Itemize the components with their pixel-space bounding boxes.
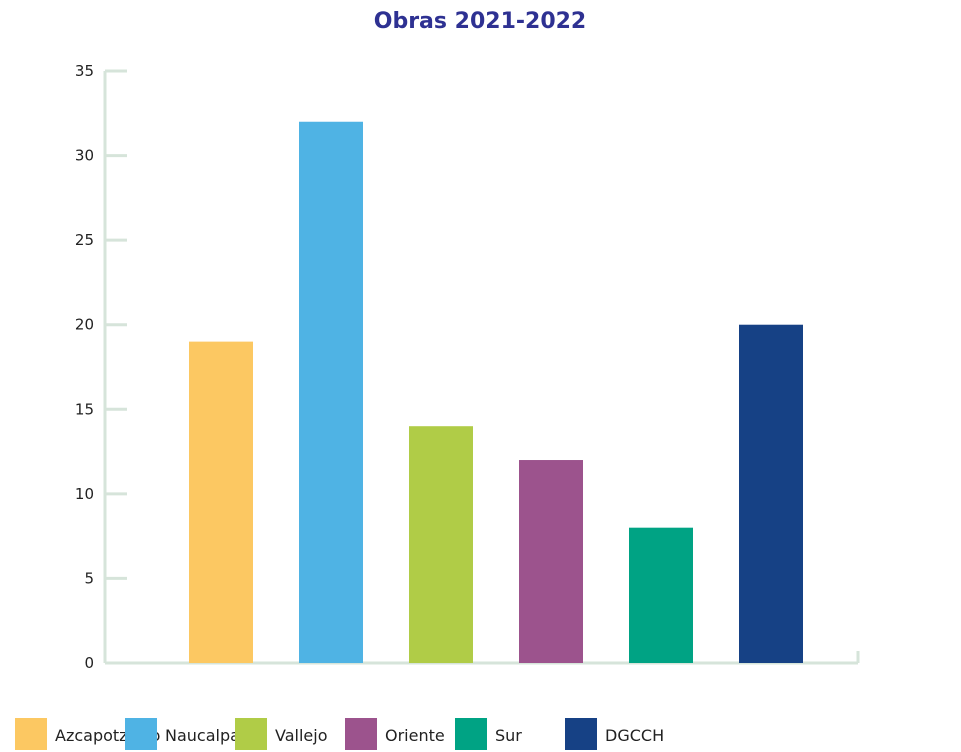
- legend-swatch-vallejo: [235, 718, 267, 750]
- legend-swatch-naucalpan: [125, 718, 157, 750]
- y-tick-label: 20: [75, 316, 94, 334]
- legend-label-sur: Sur: [495, 726, 522, 745]
- legend-label-dgcch: DGCCH: [605, 726, 664, 745]
- y-tick-label: 30: [75, 147, 94, 165]
- chart-title: Obras 2021-2022: [374, 9, 587, 34]
- y-tick-label: 15: [75, 400, 94, 418]
- bar-oriente: [519, 460, 583, 663]
- y-tick-label: 35: [75, 62, 94, 80]
- legend-swatch-sur: [455, 718, 487, 750]
- y-tick-label: 0: [84, 654, 94, 672]
- legend-swatch-dgcch: [565, 718, 597, 750]
- y-tick-label: 25: [75, 231, 94, 249]
- legend: Azcapotzalco Naucalpan Vallejo Oriente Sur DG…: [15, 718, 664, 750]
- bars: [189, 121, 803, 663]
- y-ticks: 0 5 10 15 20 25 30 35: [75, 62, 127, 672]
- bar-dgcch: [739, 324, 803, 663]
- y-tick-label: 10: [75, 485, 94, 503]
- bar-azcapotzalco: [189, 341, 253, 663]
- legend-label-vallejo: Vallejo: [275, 726, 327, 745]
- bar-vallejo: [409, 426, 473, 663]
- bar-sur: [629, 527, 693, 663]
- legend-label-oriente: Oriente: [385, 726, 445, 745]
- legend-swatch-azcapotzalco: [15, 718, 47, 750]
- legend-swatch-oriente: [345, 718, 377, 750]
- legend-label-naucalpan: Naucalpan: [165, 726, 250, 745]
- y-tick-label: 5: [84, 569, 94, 587]
- bar-naucalpan: [299, 121, 363, 663]
